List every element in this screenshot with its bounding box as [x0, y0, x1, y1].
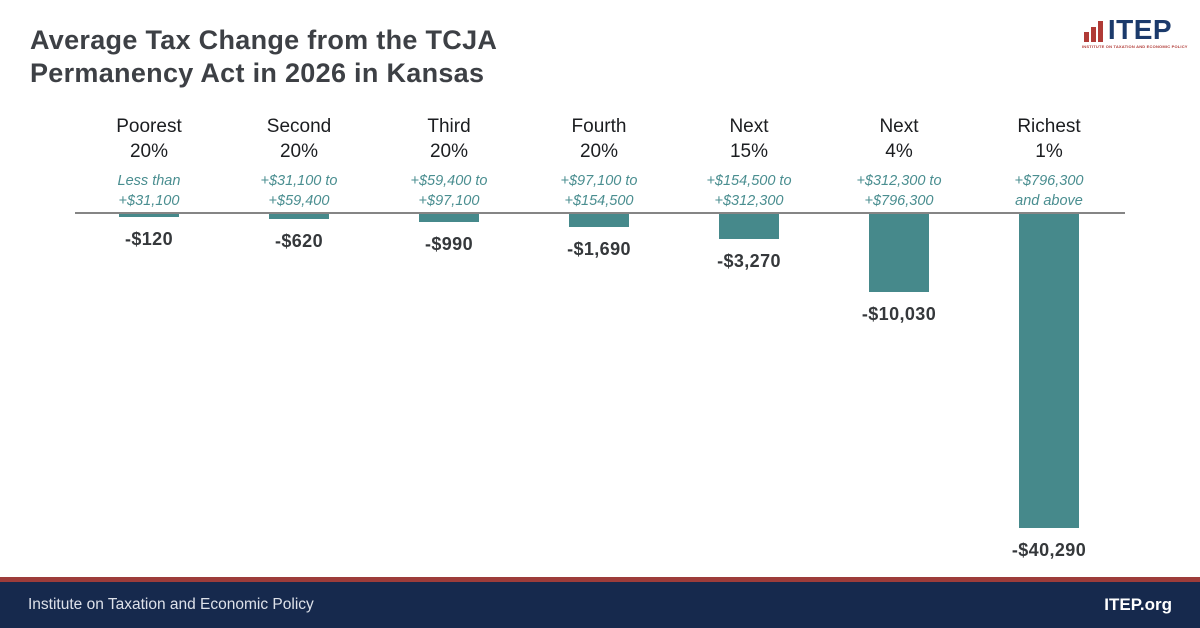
tax-change-bar	[1019, 214, 1079, 528]
income-range-label: +$154,500 to +$312,300	[706, 173, 792, 209]
tax-change-bar	[419, 214, 479, 222]
bar-value-label: -$3,270	[717, 251, 781, 271]
column-header: Next 4% +$312,300 to +$796,300	[856, 112, 941, 214]
column-header: Second 20% +$31,100 to +$59,400	[260, 112, 337, 214]
income-range-label: +$97,100 to +$154,500	[560, 173, 638, 209]
tax-change-bar	[119, 214, 179, 217]
footer-site-link[interactable]: ITEP.org	[1104, 595, 1172, 614]
zero-axis-line	[75, 212, 1125, 214]
income-range-label: Less than +$31,100	[117, 173, 181, 209]
bar-value-label: -$10,030	[861, 304, 937, 324]
income-range-label: +$312,300 to +$796,300	[856, 173, 942, 209]
logo-tagline: INSTITUTE ON TAXATION AND ECONOMIC POLIC…	[1082, 43, 1188, 49]
logo-wordmark: ITEP	[1107, 14, 1173, 45]
itep-logo: ITEP INSTITUTE ON TAXATION AND ECONOMIC …	[1082, 14, 1188, 49]
income-group-label: Next 4%	[879, 116, 919, 162]
income-group-label: Second 20%	[266, 116, 332, 162]
bar-value-label: -$40,290	[1011, 540, 1087, 560]
income-group-label: Poorest 20%	[116, 116, 182, 162]
income-range-label: +$59,400 to +$97,100	[410, 173, 488, 209]
tax-change-bar	[719, 214, 779, 239]
tax-change-bar	[869, 214, 929, 292]
chart-column: Richest 1% +$796,300 and above -$40,290	[974, 112, 1124, 561]
page-title-line1: Average Tax Change from the TCJA	[30, 25, 498, 55]
bar-value-label: -$620	[274, 231, 324, 251]
page-title: Average Tax Change from the TCJA Permanen…	[30, 24, 497, 90]
bar-value-label: -$120	[124, 229, 174, 249]
income-group-label: Third 20%	[427, 116, 471, 162]
income-range-label: +$796,300 and above	[1014, 173, 1084, 209]
income-group-label: Next 15%	[729, 116, 769, 162]
footer-org-name: Institute on Taxation and Economic Polic…	[28, 596, 314, 613]
column-header: Next 15% +$154,500 to +$312,300	[706, 112, 791, 214]
itep-logo-row: ITEP	[1082, 14, 1174, 45]
tax-change-bar	[269, 214, 329, 219]
income-group-label: Fourth 20%	[571, 116, 627, 162]
tax-change-bar	[569, 214, 629, 227]
income-range-label: +$31,100 to +$59,400	[260, 173, 338, 209]
column-header: Fourth 20% +$97,100 to +$154,500	[560, 112, 637, 214]
chart-column: Next 4% +$312,300 to +$796,300 -$10,030	[824, 112, 974, 325]
page-title-line2: Permanency Act in 2026 in Kansas	[30, 58, 485, 88]
bar-chart: Poorest 20% Less than +$31,100 -$120 Second 20…	[74, 112, 1126, 582]
bar-chart-icon	[1083, 20, 1105, 42]
column-header: Third 20% +$59,400 to +$97,100	[410, 112, 487, 214]
income-group-label: Richest 1%	[1017, 116, 1081, 162]
chart-column: Fourth 20% +$97,100 to +$154,500 -$1,690	[524, 112, 674, 260]
chart-column: Next 15% +$154,500 to +$312,300 -$3,270	[674, 112, 824, 272]
bar-value-label: -$990	[424, 234, 474, 254]
column-header: Richest 1% +$796,300 and above	[1015, 112, 1084, 214]
chart-column: Second 20% +$31,100 to +$59,400 -$620	[224, 112, 374, 252]
bar-value-label: -$1,690	[567, 239, 631, 259]
footer-bar: Institute on Taxation and Economic Polic…	[0, 577, 1200, 628]
chart-column: Third 20% +$59,400 to +$97,100 -$990	[374, 112, 524, 255]
chart-column: Poorest 20% Less than +$31,100 -$120	[74, 112, 224, 250]
column-header: Poorest 20% Less than +$31,100	[116, 112, 181, 214]
